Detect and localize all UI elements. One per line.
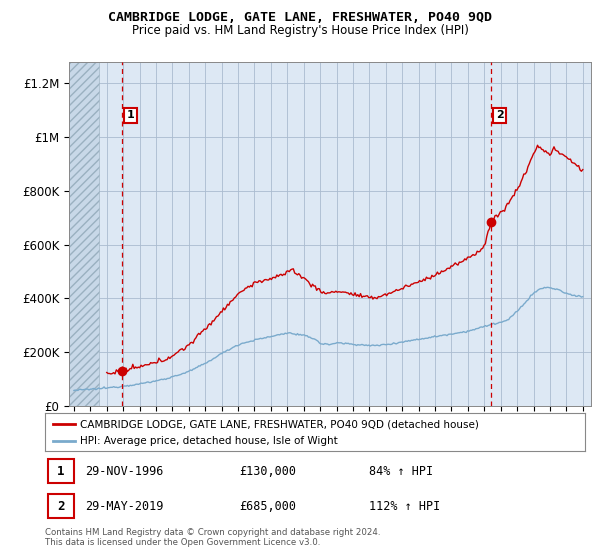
- Text: Contains HM Land Registry data © Crown copyright and database right 2024.
This d: Contains HM Land Registry data © Crown c…: [45, 528, 380, 547]
- Text: 112% ↑ HPI: 112% ↑ HPI: [369, 500, 440, 512]
- Text: £685,000: £685,000: [239, 500, 296, 512]
- Text: 1: 1: [127, 110, 134, 120]
- Text: 2: 2: [496, 110, 503, 120]
- Bar: [69, 62, 98, 406]
- Text: CAMBRIDGE LODGE, GATE LANE, FRESHWATER, PO40 9QD (detached house): CAMBRIDGE LODGE, GATE LANE, FRESHWATER, …: [80, 419, 479, 429]
- Text: 29-MAY-2019: 29-MAY-2019: [86, 500, 164, 512]
- Text: Price paid vs. HM Land Registry's House Price Index (HPI): Price paid vs. HM Land Registry's House …: [131, 24, 469, 36]
- FancyBboxPatch shape: [48, 494, 74, 519]
- Text: 84% ↑ HPI: 84% ↑ HPI: [369, 465, 433, 478]
- Text: HPI: Average price, detached house, Isle of Wight: HPI: Average price, detached house, Isle…: [80, 436, 338, 446]
- FancyBboxPatch shape: [48, 459, 74, 483]
- Text: 29-NOV-1996: 29-NOV-1996: [86, 465, 164, 478]
- Text: 1: 1: [57, 465, 64, 478]
- Text: CAMBRIDGE LODGE, GATE LANE, FRESHWATER, PO40 9QD: CAMBRIDGE LODGE, GATE LANE, FRESHWATER, …: [108, 11, 492, 24]
- Text: £130,000: £130,000: [239, 465, 296, 478]
- Text: 2: 2: [57, 500, 64, 512]
